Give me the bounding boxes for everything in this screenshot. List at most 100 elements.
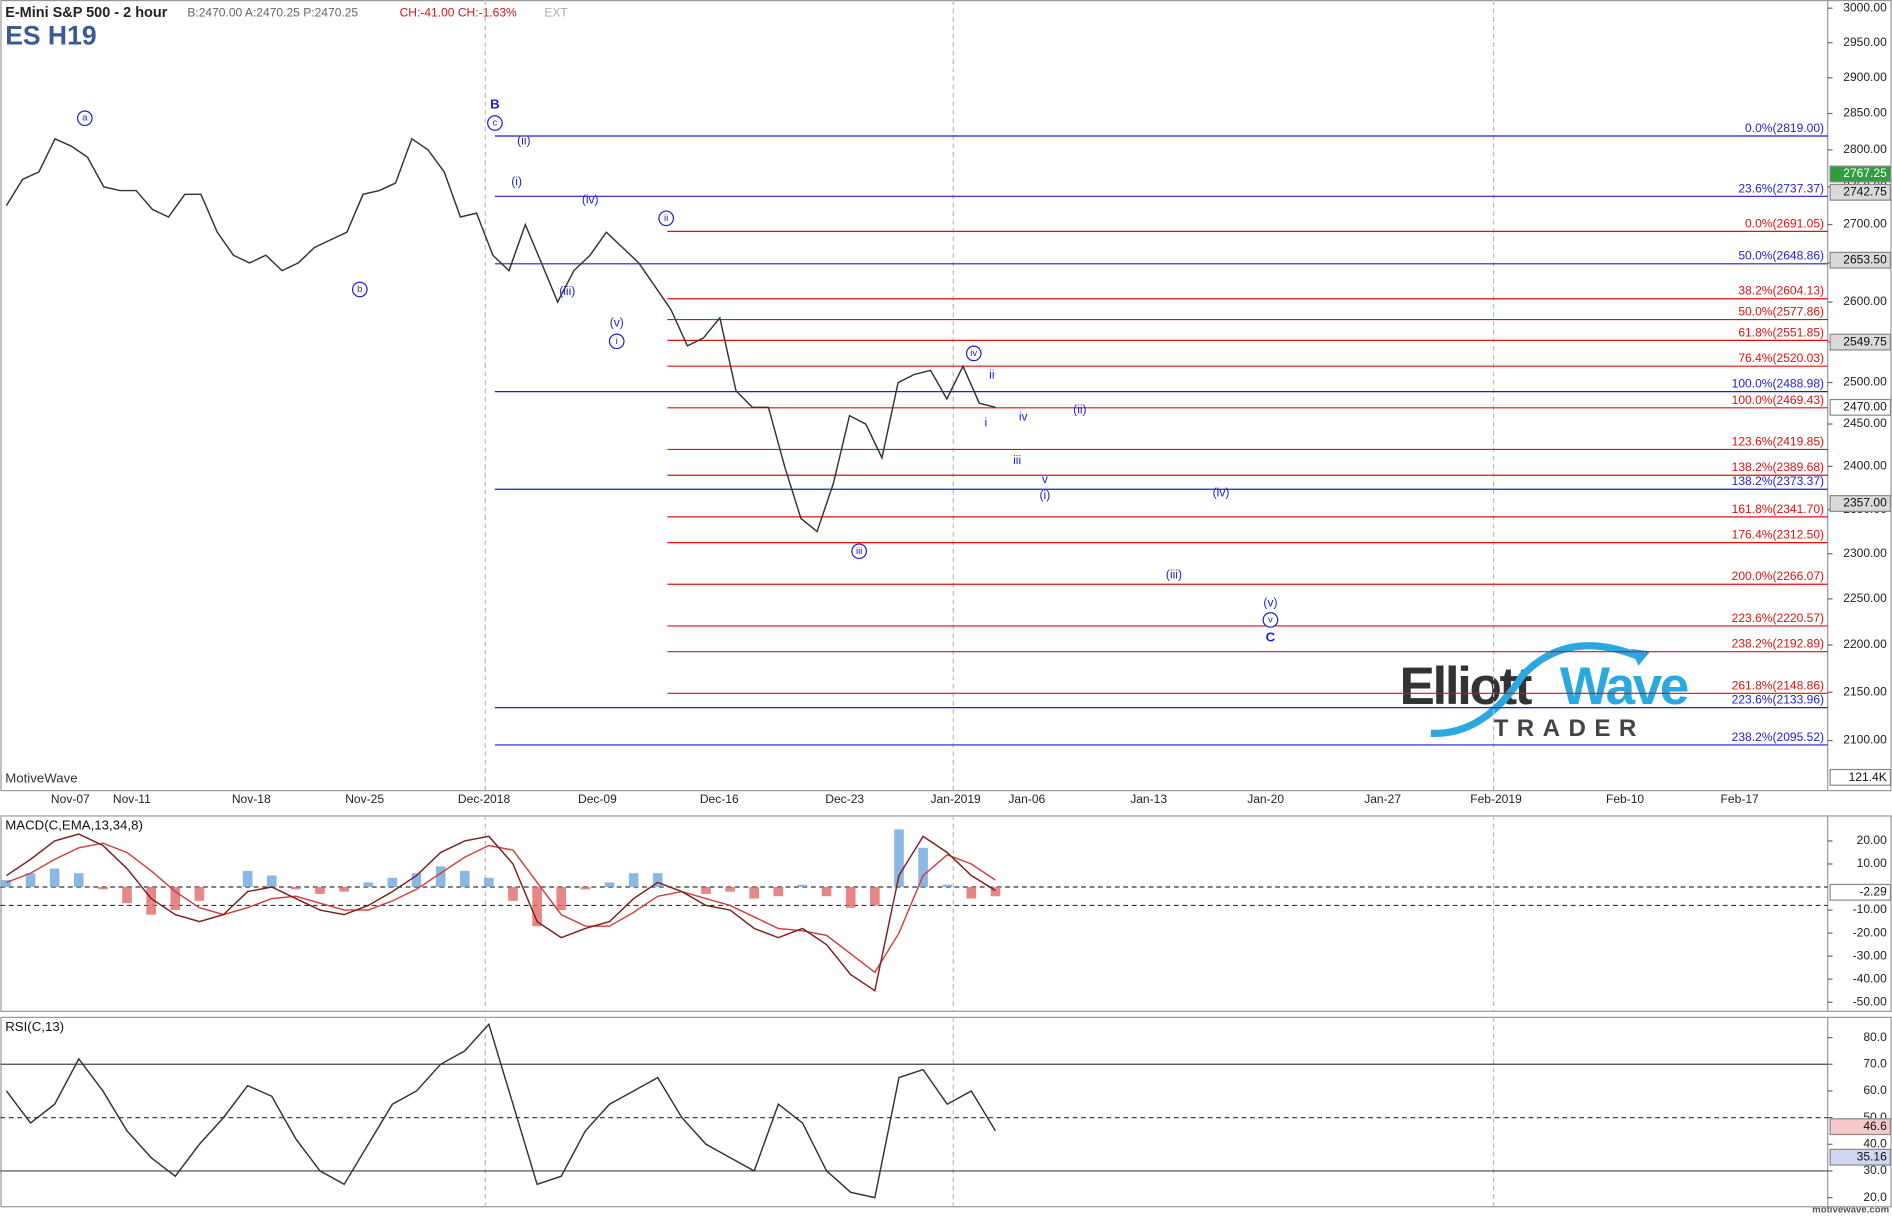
fib-label: 100.0%(2469.43) bbox=[1732, 393, 1824, 407]
price-marker bbox=[1829, 165, 1892, 183]
y-tick-label: -50.00 bbox=[1853, 994, 1887, 1008]
y-tick-label: 10.00 bbox=[1857, 856, 1887, 870]
price-marker bbox=[1829, 398, 1892, 416]
fib-label: 50.0%(2648.86) bbox=[1738, 249, 1824, 263]
price-marker bbox=[1829, 251, 1892, 269]
histogram-bar bbox=[508, 887, 518, 901]
wave-circle bbox=[658, 210, 675, 227]
panel-frame bbox=[0, 0, 1892, 792]
wave-label: iv bbox=[970, 348, 977, 359]
y-tick-label: 70.0 bbox=[1863, 1056, 1887, 1070]
price-marker bbox=[1829, 333, 1892, 351]
fib-label: 76.4%(2520.03) bbox=[1738, 351, 1824, 365]
symbol: ES H19 bbox=[5, 20, 96, 50]
wave-label: v bbox=[1268, 615, 1273, 626]
wave-label: (iv) bbox=[1213, 486, 1230, 500]
histogram-bar bbox=[894, 829, 904, 888]
price-marker-label: 2357.00 bbox=[1843, 496, 1887, 510]
y-tick-label: -20.00 bbox=[1853, 925, 1887, 939]
histogram-bar bbox=[146, 887, 156, 915]
logo-bottom: TRADER bbox=[1494, 715, 1645, 742]
fib-label: 138.2%(2389.68) bbox=[1732, 460, 1824, 474]
fib-label: 161.8%(2341.70) bbox=[1732, 502, 1824, 516]
y-tick-label: 80.0 bbox=[1863, 1030, 1887, 1044]
panel-frame bbox=[0, 1016, 1892, 1208]
x-tick-label: Jan-27 bbox=[1364, 792, 1401, 806]
histogram-bar bbox=[484, 877, 494, 888]
fib-label: 138.2%(2373.37) bbox=[1732, 474, 1824, 488]
price-marker-label: 2653.50 bbox=[1843, 252, 1887, 266]
wave-label: iv bbox=[1019, 410, 1028, 424]
y-tick-label: 2400.00 bbox=[1843, 459, 1887, 473]
logo-swoosh bbox=[1430, 642, 1643, 737]
histogram-bar bbox=[749, 887, 760, 899]
logo-right: Wave bbox=[1560, 657, 1688, 716]
y-tick-label: -10.00 bbox=[1853, 902, 1887, 916]
fib-label: 223.6%(2133.96) bbox=[1732, 693, 1824, 707]
histogram-bar bbox=[73, 873, 84, 888]
y-tick-label: 2700.00 bbox=[1843, 217, 1887, 231]
histogram-bar bbox=[942, 884, 953, 888]
y-tick-label: 3000.00 bbox=[1843, 0, 1887, 14]
histogram-bar bbox=[435, 866, 446, 888]
wave-label: (iii) bbox=[1166, 568, 1182, 582]
fib-label: 50.0%(2577.86) bbox=[1738, 305, 1824, 319]
wave-circle bbox=[351, 281, 368, 298]
y-tick-label: 20.0 bbox=[1863, 1190, 1887, 1204]
price-marker-label: 2549.75 bbox=[1843, 334, 1887, 348]
wave-label: i bbox=[616, 336, 618, 347]
histogram-bar bbox=[556, 887, 567, 911]
y-tick-label: 2600.00 bbox=[1843, 294, 1887, 308]
histogram-bar bbox=[652, 873, 663, 888]
histogram-bar bbox=[339, 887, 349, 892]
change: CH:-41.00 CH:-1.63% bbox=[400, 5, 517, 19]
x-tick-label: Jan-06 bbox=[1008, 792, 1045, 806]
y-tick-label: 2850.00 bbox=[1843, 106, 1887, 120]
x-tick-label: Dec-2018 bbox=[458, 792, 511, 806]
histogram-bar bbox=[387, 877, 398, 888]
wave-label: B bbox=[490, 96, 500, 111]
fib-label: 261.8%(2148.86) bbox=[1732, 678, 1824, 692]
wave-circle bbox=[487, 115, 503, 131]
wave-label: iii bbox=[1013, 453, 1021, 467]
panel-frame bbox=[0, 815, 1892, 1012]
instrument: E-Mini S&P 500 - 2 hour bbox=[5, 5, 168, 21]
wave-label: (iii) bbox=[559, 284, 575, 298]
session: EXT bbox=[544, 5, 568, 19]
y-tick-label: 2250.00 bbox=[1843, 591, 1887, 605]
histogram-bar bbox=[870, 887, 880, 906]
fib-label: 238.2%(2192.89) bbox=[1732, 637, 1824, 651]
price-marker-label: 2767.25 bbox=[1843, 166, 1887, 180]
rsi-line bbox=[5, 1022, 997, 1199]
histogram-bar bbox=[797, 884, 808, 888]
x-tick-label: Nov-25 bbox=[345, 792, 384, 806]
volume-marker bbox=[1829, 768, 1892, 786]
price-marker-label: 2742.75 bbox=[1843, 184, 1887, 198]
x-tick-label: Dec-23 bbox=[825, 792, 864, 806]
y-tick-label: -40.00 bbox=[1853, 971, 1887, 985]
fib-label: 38.2%(2604.13) bbox=[1738, 284, 1824, 298]
histogram-bar bbox=[25, 873, 36, 888]
histogram-bar bbox=[242, 870, 253, 888]
x-tick-label: Nov-07 bbox=[51, 792, 90, 806]
histogram-bar bbox=[49, 868, 60, 888]
brand: MotiveWave bbox=[5, 771, 77, 786]
wave-circle bbox=[608, 333, 625, 350]
histogram-bar bbox=[194, 887, 205, 901]
histogram-bar bbox=[266, 875, 277, 888]
wave-circle bbox=[1262, 612, 1279, 628]
x-tick-label: Feb-2019 bbox=[1470, 792, 1522, 806]
wave-label: (i) bbox=[511, 174, 522, 188]
histogram-bar bbox=[821, 887, 832, 897]
histogram-bar bbox=[604, 882, 615, 888]
fib-label: 100.0%(2488.98) bbox=[1732, 377, 1824, 391]
price-marker-label: 2470.00 bbox=[1843, 400, 1887, 414]
histogram-bar bbox=[628, 873, 639, 888]
x-tick-label: Feb-10 bbox=[1606, 792, 1644, 806]
price-marker bbox=[1829, 183, 1892, 201]
y-tick-label: 20.00 bbox=[1857, 833, 1887, 847]
value-marker bbox=[1829, 1148, 1892, 1166]
fib-label: 123.6%(2419.85) bbox=[1732, 434, 1824, 448]
